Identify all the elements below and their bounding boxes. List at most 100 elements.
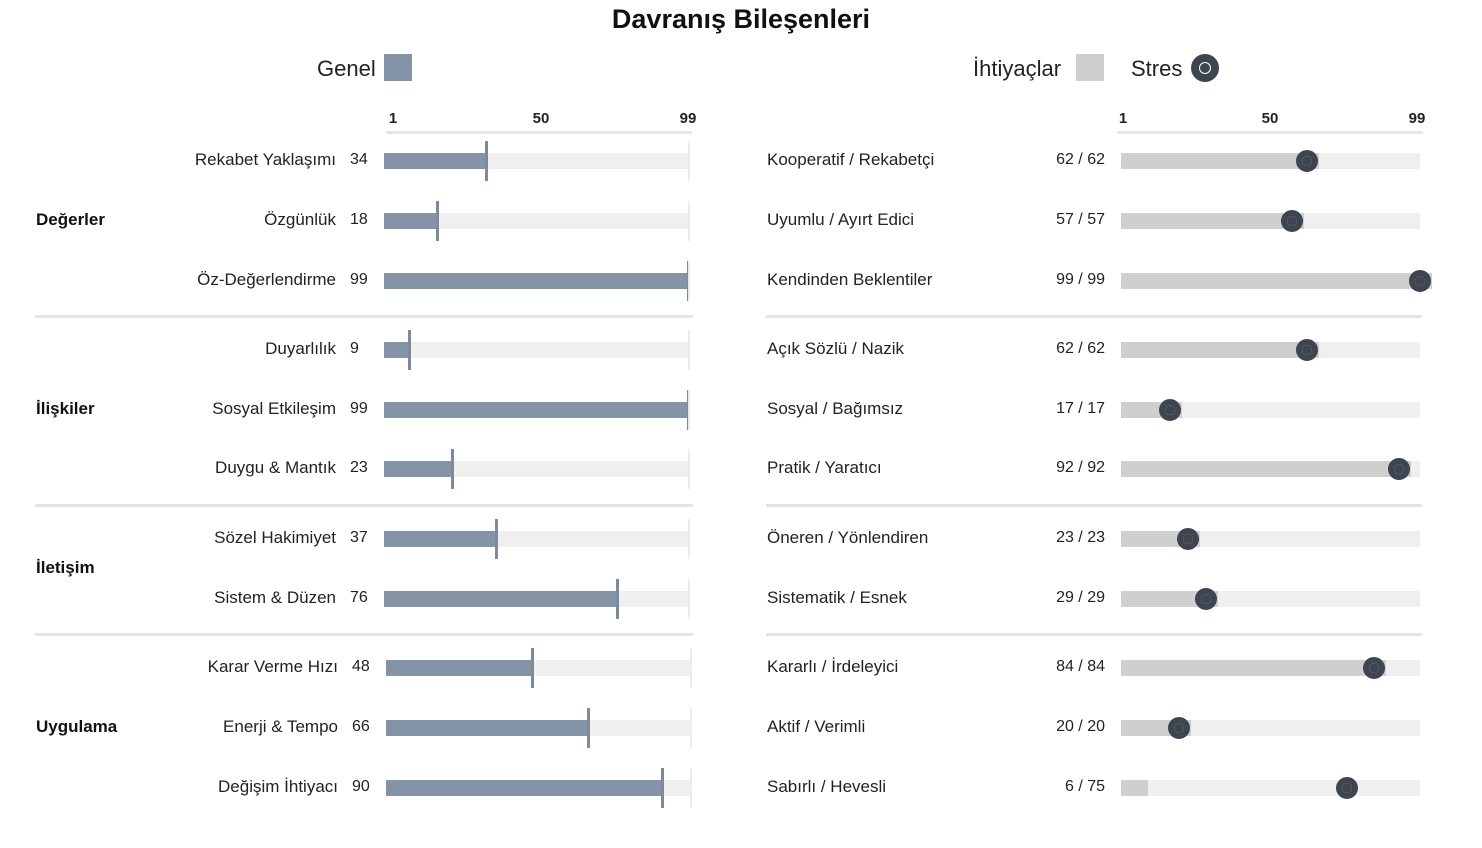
right-needs-bar xyxy=(1121,461,1411,477)
left-bar xyxy=(386,780,663,796)
right-separator xyxy=(766,504,1422,507)
left-track xyxy=(384,342,690,358)
left-bar-end xyxy=(407,330,411,370)
left-bar-end xyxy=(661,768,665,808)
left-tick-50: 50 xyxy=(532,110,550,127)
right-tick-99: 99 xyxy=(1408,110,1426,127)
left-bar-end xyxy=(435,201,439,241)
left-row-value: 99 xyxy=(350,400,368,417)
group-label: İlişkiler xyxy=(36,399,95,418)
right-needs-bar xyxy=(1121,342,1320,358)
right-row-label: Pratik / Yaratıcı xyxy=(767,458,882,477)
left-axis-line xyxy=(386,131,692,134)
right-stress-marker xyxy=(1296,150,1319,172)
left-bar-end xyxy=(485,141,489,181)
left-row-value: 99 xyxy=(350,271,368,288)
left-row-value: 48 xyxy=(352,658,370,675)
left-separator xyxy=(35,504,693,507)
right-row-value: 92 / 92 xyxy=(1056,459,1105,476)
left-axis-end-line xyxy=(688,449,690,489)
right-stress-marker xyxy=(1280,210,1303,232)
left-track xyxy=(384,461,690,477)
right-stress-marker xyxy=(1387,458,1410,480)
right-needs-bar xyxy=(1121,591,1219,607)
legend-stress-label: Stres xyxy=(1131,56,1183,81)
left-axis-end-line xyxy=(688,579,690,619)
right-row-label: Öneren / Yönlendiren xyxy=(767,528,929,547)
right-stress-marker xyxy=(1335,777,1358,799)
right-row-value: 29 / 29 xyxy=(1056,589,1105,606)
left-axis-end-line xyxy=(688,330,690,370)
group-label: İletişim xyxy=(36,558,95,577)
right-row-label: Uyumlu / Ayırt Edici xyxy=(767,210,915,229)
left-bar-end xyxy=(530,648,534,688)
left-row-label: Duygu & Mantık xyxy=(215,458,336,477)
right-row-value: 84 / 84 xyxy=(1056,658,1105,675)
group-label: Değerler xyxy=(36,210,105,229)
left-bar-end xyxy=(494,519,498,559)
left-row-value: 90 xyxy=(352,778,370,795)
left-axis-end-line xyxy=(690,648,692,688)
left-row-value: 66 xyxy=(352,718,370,735)
right-stress-marker xyxy=(1409,270,1431,292)
right-row-label: Sistematik / Esnek xyxy=(767,588,907,607)
right-track xyxy=(1121,720,1420,736)
right-stress-marker xyxy=(1363,657,1386,679)
left-bar xyxy=(384,273,688,289)
right-stress-marker xyxy=(1177,528,1200,550)
left-row-label: Enerji & Tempo xyxy=(223,717,338,736)
left-bar xyxy=(384,461,453,477)
right-row-label: Kararlı / İrdeleyici xyxy=(767,657,899,676)
right-stress-marker xyxy=(1167,717,1190,739)
left-separator xyxy=(35,315,693,318)
left-row-label: Sosyal Etkileşim xyxy=(212,399,336,418)
right-needs-bar xyxy=(1121,153,1320,169)
left-row-label: Özgünlük xyxy=(264,210,336,229)
left-bar xyxy=(384,531,496,547)
right-needs-bar xyxy=(1121,213,1304,229)
right-tick-50: 50 xyxy=(1261,110,1279,127)
left-row-value: 37 xyxy=(350,529,368,546)
right-row-value: 20 / 20 xyxy=(1056,718,1105,735)
right-row-value: 99 / 99 xyxy=(1056,271,1105,288)
left-bar xyxy=(386,720,588,736)
left-bar xyxy=(384,153,487,169)
left-row-value: 18 xyxy=(350,211,368,228)
left-axis-end-line xyxy=(688,141,690,181)
right-row-value: 17 / 17 xyxy=(1056,400,1105,417)
left-row-value: 9 xyxy=(350,340,359,357)
left-row-label: Duyarlılık xyxy=(265,339,336,358)
left-row-label: Karar Verme Hızı xyxy=(207,657,338,676)
left-axis-end-line xyxy=(688,261,690,301)
right-stress-marker xyxy=(1195,588,1218,610)
right-row-label: Kooperatif / Rekabetçi xyxy=(767,150,935,169)
left-bar-end xyxy=(615,579,619,619)
left-axis-end-line xyxy=(690,708,692,748)
left-axis-end-line xyxy=(688,390,690,430)
right-stress-marker xyxy=(1296,339,1319,361)
left-bar-end xyxy=(451,449,455,489)
left-bar xyxy=(384,342,409,358)
left-tick-1: 1 xyxy=(388,110,398,127)
right-track xyxy=(1121,402,1420,418)
left-bar-end xyxy=(586,708,590,748)
right-row-value: 6 / 75 xyxy=(1064,778,1105,795)
right-track xyxy=(1121,780,1420,796)
legend-genel-swatch xyxy=(384,54,412,81)
right-needs-bar xyxy=(1121,660,1387,676)
right-needs-bar xyxy=(1121,273,1432,289)
left-row-label: Sözel Hakimiyet xyxy=(214,528,336,547)
legend-needs-swatch xyxy=(1076,54,1104,81)
left-axis-end-line xyxy=(690,768,692,808)
left-row-label: Sistem & Düzen xyxy=(214,588,336,607)
right-row-value: 57 / 57 xyxy=(1056,211,1105,228)
left-tick-99: 99 xyxy=(679,110,697,127)
right-needs-bar xyxy=(1121,780,1149,796)
right-row-label: Aktif / Verimli xyxy=(767,717,866,736)
right-row-label: Sosyal / Bağımsız xyxy=(767,399,904,418)
left-axis-end-line xyxy=(688,519,690,559)
chart-title: Davranış Bileşenleri xyxy=(611,4,871,34)
left-separator xyxy=(35,633,693,636)
group-label: Uygulama xyxy=(36,717,118,736)
left-bar xyxy=(384,591,617,607)
